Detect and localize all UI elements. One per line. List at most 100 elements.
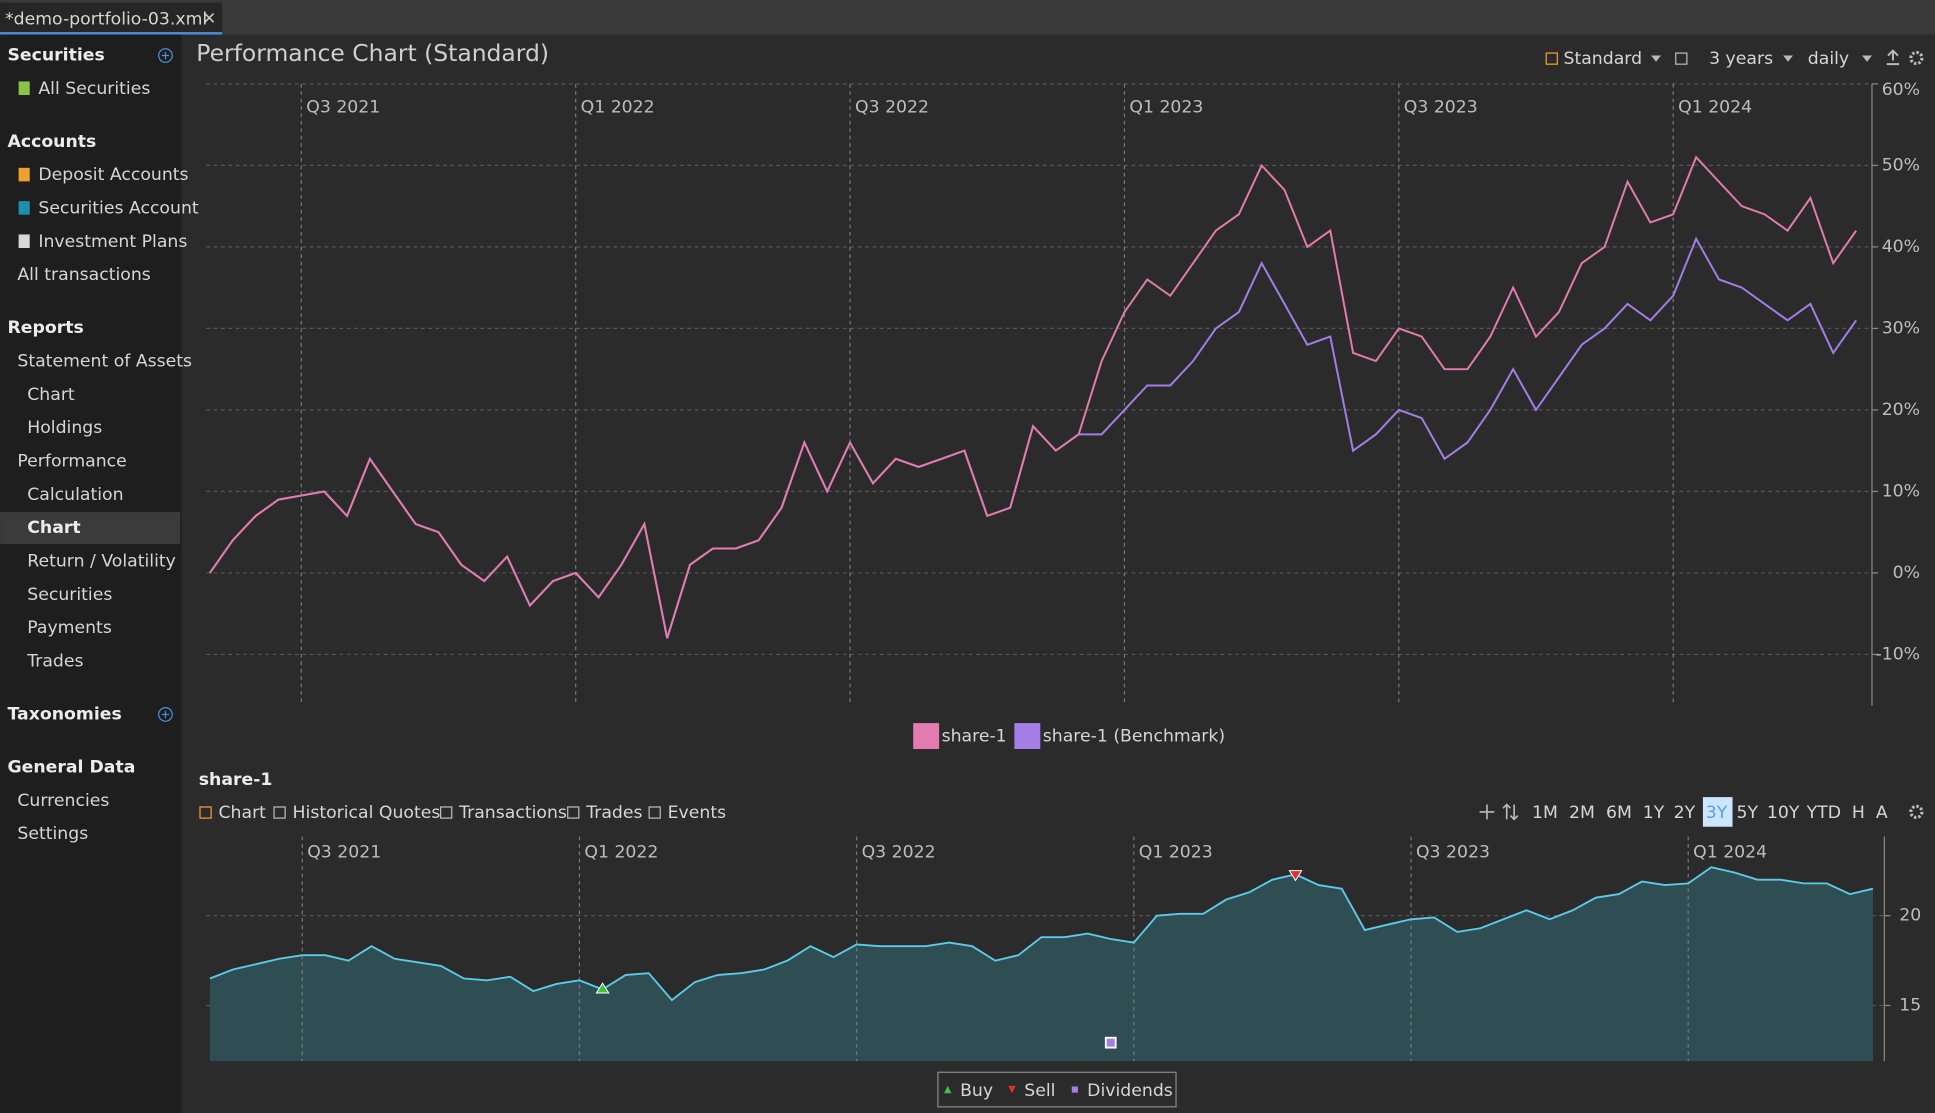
tab-checkbox[interactable] bbox=[199, 806, 212, 819]
tab-checkbox[interactable] bbox=[648, 806, 661, 819]
x-tick-label: Q1 2022 bbox=[581, 97, 655, 117]
nav-item[interactable]: Securities Account bbox=[38, 199, 199, 219]
tab-bar bbox=[0, 0, 1935, 35]
export-button[interactable] bbox=[1886, 49, 1900, 66]
view-tab[interactable]: Historical Quotes bbox=[293, 803, 441, 823]
selected-row bbox=[0, 512, 181, 545]
view-tab[interactable]: Transactions bbox=[458, 803, 567, 823]
section-heading[interactable]: Taxonomies bbox=[8, 704, 122, 724]
buy-marker bbox=[595, 982, 610, 994]
nav-item[interactable]: Calculation bbox=[27, 485, 123, 505]
range-button[interactable]: 2M bbox=[1569, 803, 1595, 823]
tab-label[interactable]: *demo-portfolio-03.xml bbox=[5, 10, 207, 30]
legend-symbol bbox=[1008, 1085, 1016, 1094]
range-button[interactable]: 5Y bbox=[1737, 803, 1759, 823]
x-tick-label: Q1 2024 bbox=[1678, 97, 1752, 117]
range-button[interactable]: 3Y bbox=[1706, 803, 1728, 823]
y-tick-label: -10% bbox=[1875, 644, 1920, 664]
y-tick-label: 10% bbox=[1882, 481, 1920, 501]
dropdown-arrow[interactable] bbox=[1862, 55, 1872, 62]
sell-marker bbox=[1288, 870, 1303, 882]
scale-button[interactable] bbox=[1502, 803, 1519, 821]
view-tab[interactable]: Trades bbox=[585, 803, 642, 823]
range-button[interactable]: A bbox=[1876, 803, 1888, 823]
legend-label[interactable]: Dividends bbox=[1087, 1081, 1173, 1101]
marker-legend-box bbox=[937, 1071, 1177, 1108]
view-tab[interactable]: Chart bbox=[219, 803, 267, 823]
range-button[interactable]: 1Y bbox=[1643, 803, 1665, 823]
tab-checkbox[interactable] bbox=[439, 806, 453, 819]
nav-item[interactable]: Payments bbox=[27, 618, 112, 638]
range-button[interactable]: 2Y bbox=[1674, 803, 1696, 823]
section-heading[interactable]: Reports bbox=[8, 318, 84, 338]
item-icon bbox=[18, 201, 30, 215]
legend-label[interactable]: Sell bbox=[1024, 1081, 1055, 1101]
item-icon bbox=[18, 81, 30, 96]
settings-button[interactable] bbox=[1909, 50, 1924, 66]
view-tab[interactable]: Events bbox=[668, 803, 726, 823]
view-icon bbox=[1545, 52, 1558, 65]
range-button[interactable]: 10Y bbox=[1767, 803, 1800, 823]
section-heading[interactable]: Accounts bbox=[8, 132, 97, 152]
add-button[interactable] bbox=[158, 48, 173, 63]
nav-item[interactable]: Trades bbox=[26, 651, 83, 671]
nav-item[interactable]: Investment Plans bbox=[38, 232, 187, 252]
nav-item[interactable]: Chart bbox=[27, 518, 80, 538]
legend-label[interactable]: share-1 bbox=[942, 727, 1007, 747]
active-tab[interactable] bbox=[0, 2, 223, 35]
period-icon bbox=[1675, 52, 1688, 65]
legend-symbol bbox=[944, 1085, 952, 1094]
tab-close[interactable] bbox=[204, 13, 215, 23]
add-button-plus bbox=[161, 710, 170, 719]
y-tick-label: 30% bbox=[1882, 318, 1920, 338]
interval-selector[interactable]: daily bbox=[1808, 49, 1849, 69]
page-title: Performance Chart (Standard) bbox=[196, 39, 549, 67]
nav-item[interactable]: Holdings bbox=[27, 418, 102, 438]
x-tick-label: Q1 2024 bbox=[1693, 843, 1767, 863]
range-button[interactable]: H bbox=[1852, 803, 1865, 823]
legend-label[interactable]: share-1 (Benchmark) bbox=[1043, 727, 1225, 747]
crosshair-button[interactable] bbox=[1479, 804, 1495, 820]
range-button[interactable]: 1M bbox=[1532, 803, 1558, 823]
range-button[interactable]: YTD bbox=[1806, 803, 1841, 823]
y-tick-label: 15 bbox=[1899, 995, 1921, 1015]
item-icon bbox=[18, 167, 30, 182]
add-button[interactable] bbox=[158, 707, 173, 722]
y-tick-label: 50% bbox=[1882, 155, 1920, 175]
nav-item[interactable]: All transactions bbox=[17, 265, 150, 285]
add-button-plus bbox=[161, 51, 170, 60]
x-tick-label: Q1 2023 bbox=[1129, 97, 1203, 117]
y-tick-label: 40% bbox=[1882, 237, 1920, 257]
y-tick-label: 20 bbox=[1899, 906, 1921, 926]
nav-item[interactable]: Deposit Accounts bbox=[38, 165, 188, 185]
section-heading[interactable]: Securities bbox=[8, 46, 105, 66]
view-selector[interactable]: Standard bbox=[1563, 49, 1642, 69]
section-heading[interactable]: General Data bbox=[8, 758, 136, 778]
dropdown-arrow[interactable] bbox=[1651, 55, 1661, 62]
range-button[interactable]: 6M bbox=[1606, 803, 1632, 823]
nav-item[interactable]: Performance bbox=[17, 451, 126, 471]
y-tick-label: 60% bbox=[1882, 80, 1920, 100]
legend-label[interactable]: Buy bbox=[960, 1081, 993, 1101]
tab-checkbox[interactable] bbox=[567, 806, 580, 819]
x-tick-label: Q3 2022 bbox=[862, 843, 936, 863]
tab-checkbox[interactable] bbox=[273, 806, 286, 819]
x-tick-label: Q3 2021 bbox=[307, 843, 381, 863]
x-tick-label: Q1 2023 bbox=[1139, 843, 1213, 863]
range-active[interactable] bbox=[1702, 797, 1733, 827]
sidebar bbox=[0, 34, 182, 1113]
x-tick-label: Q3 2021 bbox=[306, 97, 380, 117]
dropdown-arrow[interactable] bbox=[1783, 55, 1793, 62]
nav-item[interactable]: Statement of Assets bbox=[17, 352, 192, 372]
chart-settings-button[interactable] bbox=[1909, 804, 1924, 820]
nav-item[interactable]: Settings bbox=[17, 824, 88, 844]
nav-item[interactable]: Securities bbox=[27, 585, 112, 605]
legend-swatch[interactable] bbox=[1014, 723, 1041, 749]
nav-item[interactable]: Currencies bbox=[17, 791, 109, 811]
nav-item[interactable]: Return / Volatility bbox=[27, 551, 176, 571]
legend-swatch[interactable] bbox=[913, 723, 940, 749]
nav-item[interactable]: All Securities bbox=[38, 79, 150, 99]
period-selector[interactable]: 3 years bbox=[1709, 49, 1773, 69]
x-tick-label: Q3 2023 bbox=[1404, 97, 1478, 117]
nav-item[interactable]: Chart bbox=[27, 385, 75, 405]
